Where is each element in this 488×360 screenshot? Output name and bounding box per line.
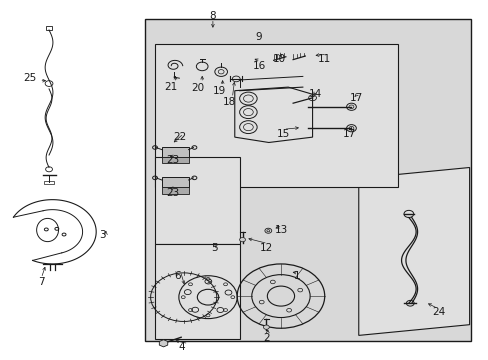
Text: 15: 15 <box>276 129 289 139</box>
Text: 22: 22 <box>173 132 186 142</box>
Text: 14: 14 <box>308 89 321 99</box>
Text: 4: 4 <box>178 342 184 352</box>
Polygon shape <box>358 167 468 336</box>
Text: 1: 1 <box>293 271 300 282</box>
Bar <box>154 157 239 244</box>
Text: 17: 17 <box>342 129 355 139</box>
Text: 17: 17 <box>349 93 362 103</box>
Text: 24: 24 <box>431 307 445 317</box>
Text: 25: 25 <box>23 73 36 83</box>
Text: 19: 19 <box>212 86 225 96</box>
Text: 8: 8 <box>209 11 216 21</box>
Bar <box>162 187 188 194</box>
Text: 9: 9 <box>255 32 262 42</box>
Text: 20: 20 <box>191 83 204 93</box>
Bar <box>162 147 188 157</box>
Circle shape <box>263 325 269 329</box>
Polygon shape <box>159 340 167 347</box>
Text: 10: 10 <box>272 54 285 64</box>
Text: 5: 5 <box>211 243 217 253</box>
Text: 12: 12 <box>259 243 272 253</box>
Text: 23: 23 <box>165 156 179 165</box>
Text: 23: 23 <box>165 188 179 198</box>
Text: 21: 21 <box>163 82 177 92</box>
Text: 13: 13 <box>274 225 287 235</box>
Bar <box>162 157 188 163</box>
Bar <box>44 181 54 184</box>
Bar <box>154 244 239 339</box>
Text: 6: 6 <box>174 271 181 282</box>
Text: 7: 7 <box>38 277 44 287</box>
Text: 11: 11 <box>318 54 331 64</box>
Text: 2: 2 <box>263 333 269 343</box>
Text: 16: 16 <box>252 61 265 71</box>
Bar <box>144 19 469 341</box>
Text: 18: 18 <box>223 97 236 107</box>
Bar <box>154 44 397 187</box>
Circle shape <box>239 238 245 242</box>
Bar <box>162 177 188 187</box>
Bar <box>46 26 52 30</box>
Text: 3: 3 <box>99 230 105 240</box>
